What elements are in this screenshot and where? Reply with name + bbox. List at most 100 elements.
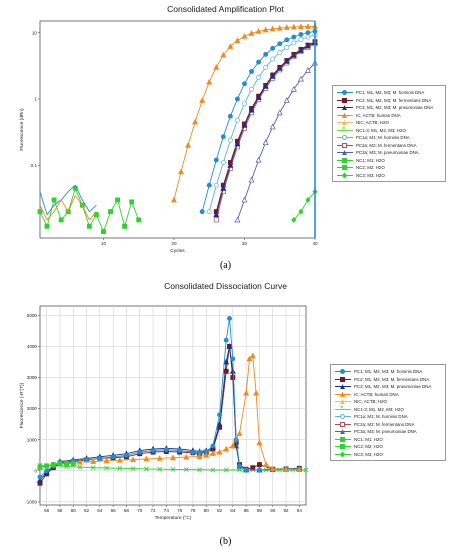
x-tick-label: 92 (283, 508, 289, 513)
x-tick-label: 62 (84, 508, 90, 513)
data-point (190, 449, 196, 455)
series-4 (37, 352, 303, 473)
data-point (269, 465, 276, 472)
legend-label: PC2a; M2; M. fermentans DNA (354, 421, 415, 427)
legend-label: NC1-3; M1, M2, M3; H2O (354, 406, 404, 412)
data-point (290, 86, 297, 92)
legend-label: PC2a; M2; M. fermentans DNA (356, 142, 417, 148)
series-5 (213, 39, 318, 218)
amplification-title: Consolidated Amplification Plot (167, 4, 284, 14)
legend-item: NC3; M3; H2O (337, 172, 441, 180)
x-tick-label: 94 (297, 508, 303, 513)
data-point (130, 456, 137, 463)
data-point (223, 445, 230, 452)
data-point (243, 467, 249, 473)
legend-label: PC1a; M1; M. hominis DNA (356, 135, 410, 141)
data-point (192, 118, 199, 125)
x-tick-label: 74 (164, 508, 170, 513)
data-point (255, 156, 262, 163)
data-point (223, 368, 229, 374)
legend-label: NC3; M3; H2O (356, 172, 385, 178)
data-point (77, 464, 83, 470)
data-point (136, 217, 142, 223)
data-point (37, 474, 43, 480)
legend-label: PC3a; M3; M. pneumoniae DNA (356, 150, 419, 156)
data-point (263, 461, 270, 468)
data-point (229, 368, 236, 374)
data-point (185, 142, 192, 148)
data-point (220, 134, 226, 140)
data-point (248, 29, 255, 36)
data-point (242, 101, 247, 107)
legend-item: PC2; M1, M2, M3; M. fermentans DNA (337, 97, 441, 105)
legend-label: IC; ACTB; human DNA (356, 112, 401, 118)
data-point (291, 40, 297, 46)
data-point (234, 117, 240, 123)
series-line (208, 34, 316, 212)
x-tick-label: 86 (244, 508, 250, 513)
data-point (50, 462, 56, 468)
data-point (206, 209, 212, 215)
series-10 (39, 194, 97, 221)
data-point (276, 109, 283, 116)
data-point (58, 217, 64, 223)
data-point (70, 461, 76, 467)
data-point (276, 24, 283, 31)
x-tick-label: 68 (124, 508, 130, 513)
amplification-plot: 10 1 0.1 10 20 30 40 Cycles Fluorescence (dRn) (19, 20, 318, 254)
data-point (223, 337, 229, 343)
data-point (183, 467, 189, 472)
legend-swatch (337, 134, 353, 141)
data-point (298, 32, 304, 37)
data-point (236, 430, 243, 436)
data-point (290, 52, 297, 58)
legend-item: PC3a; M3; M. pneumoniae DNA (335, 428, 441, 436)
data-point (296, 466, 303, 473)
figure-label-b: (b) (219, 536, 232, 547)
data-point (283, 97, 290, 103)
legend-label: NC2; M2; H2O (354, 444, 383, 450)
legend-label: PC3; M1, M2, M3; M. pneumoniae DNA (354, 384, 432, 390)
legend-item: PC2a; M2; M. fermentans DNA (337, 142, 441, 150)
data-point (241, 33, 248, 39)
data-point (213, 64, 220, 70)
data-point (304, 23, 311, 29)
data-point (163, 447, 169, 453)
series-line (39, 194, 97, 221)
data-point (210, 467, 216, 473)
data-point (57, 461, 63, 467)
x-tick-label: 80 (204, 508, 210, 513)
data-point (44, 468, 50, 474)
amplification-legend: PC1; M1, M2, M3; M. hominis DNA PC2; M1, … (332, 85, 446, 182)
x-tick-label: 60 (71, 508, 77, 513)
x-tick-label: 76 (177, 508, 183, 513)
data-point (277, 467, 282, 473)
data-point (116, 456, 123, 463)
data-point (234, 216, 241, 223)
legend-swatch: × (335, 405, 351, 413)
data-point (217, 412, 222, 418)
data-point (283, 58, 290, 64)
data-point (157, 466, 163, 472)
dissociation-title: Consolidated Dissociation Curve (164, 281, 287, 291)
data-point (123, 452, 129, 458)
x-tick-label: 84 (230, 508, 236, 513)
data-point (257, 467, 262, 473)
series-8 (291, 188, 318, 223)
legend-item: PC1; M1, M2, M3; M. hominis DNA (337, 89, 441, 97)
y-tick-label: -1000 (25, 499, 37, 504)
legend-label: NC1; M1; H2O (356, 157, 385, 163)
legend-item: IC; ACTB; human DNA (337, 112, 441, 120)
data-point (213, 217, 219, 223)
data-point (137, 449, 143, 455)
legend-item: PC3a; M3; M. pneumoniae DNA (337, 149, 441, 157)
data-point (117, 465, 123, 471)
legend-swatch (337, 89, 353, 96)
data-point (303, 467, 309, 473)
data-point (216, 448, 223, 455)
legend-item: PC2a; M2; M. fermentans DNA (335, 421, 441, 429)
legend-item: PC1a; M1; M. hominis DNA (337, 134, 441, 142)
legend-swatch (335, 383, 351, 390)
data-point (227, 113, 233, 119)
data-point (206, 182, 212, 188)
